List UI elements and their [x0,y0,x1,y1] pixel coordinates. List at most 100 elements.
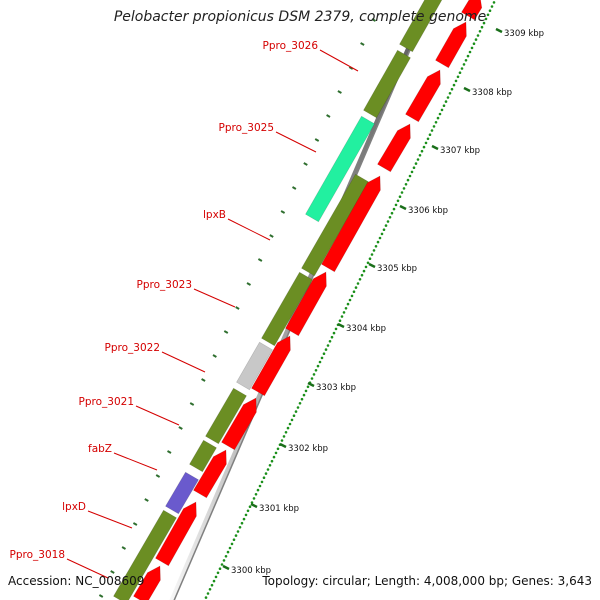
forward-gene-bar [261,271,313,347]
scale-dot [298,402,302,405]
strand-tick-mark [314,138,320,142]
scale-dot [396,199,400,203]
gene-label: fabZ [88,443,112,455]
scale-dot [378,236,382,240]
strand-tick-mark [98,594,104,598]
gene-label: Ppro_3022 [105,342,160,354]
scale-dot [352,290,356,294]
scale-dot [294,410,298,413]
gene-label: Ppro_3023 [137,279,192,291]
reverse-gene-arrow [285,271,327,337]
scale-dot [318,360,322,364]
scale-dot [258,484,262,488]
gene-label: Ppro_3021 [79,396,134,408]
scale-dot [410,170,414,174]
scale-dot [218,567,222,570]
scale-dot [402,187,406,190]
reverse-gene-arrow [321,175,381,273]
gene-label-layer: Ppro_3026 Ppro_3025 lpxB Ppro_3023 Ppro_3022… [10,40,319,561]
strand-tick-mark [132,522,138,526]
scale-major-tick [337,322,345,329]
scale-dot [394,203,398,207]
reverse-gene-arrow [405,69,441,123]
scale-dot [260,480,264,484]
label-leader-layer [66,49,359,579]
scale-dot [346,302,350,306]
scale-dot [470,46,474,50]
scale-dot [224,555,228,558]
strand-tick-mark [201,378,206,382]
scale-dot [266,468,270,471]
reverse-gene-arrow [193,449,227,499]
strand-tick-mark [257,258,263,262]
scale-dot [328,340,332,343]
scale-dot [472,42,476,45]
scale-dot [414,162,418,165]
scale-dot [244,513,248,517]
strand-tick-mark [371,18,376,22]
scale-dot [440,108,444,112]
scale-dot [210,583,214,587]
scale-dot [272,455,276,459]
scale-dot [416,158,420,161]
scale-label: 3301 kbp [259,504,299,514]
gene-label: lpxD [62,501,86,513]
scale-dot [332,331,336,335]
scale-label: 3305 kbp [377,264,417,274]
scale-dot [462,63,466,66]
scale-dot [430,129,434,132]
scale-dot [456,75,460,79]
gene-label-leader [66,558,109,579]
gene-label-leader [193,288,236,308]
scale-dot [448,92,452,95]
scale-dot [206,592,210,595]
scale-dot [220,563,224,566]
strand-tick-mark [337,90,342,94]
reverse-gene-arrow [435,21,467,69]
scale-dot [238,526,242,529]
scale-dot [288,422,292,426]
scale-dot [450,87,454,91]
reverse-strand-layer [133,0,483,600]
gene-label-leader [275,131,317,153]
scale-dot [492,1,496,4]
scale-dot [302,393,306,397]
forward-gene-bar [363,49,411,119]
scale-major-tick [495,27,503,34]
scale-dot [338,319,342,323]
scale-dot [490,5,494,8]
scale-major-tick [250,502,258,509]
scale-dot [398,195,402,198]
scale-dot [228,546,232,550]
scale-dot [242,517,246,521]
accession-text: Accession: NC_008609 [8,574,145,588]
scale-dot [368,257,372,261]
scale-dot [486,13,490,17]
scale-dot [420,149,424,153]
scale-dot [342,311,346,314]
scale-dot [254,493,258,496]
scale-label: 3300 kbp [231,566,271,576]
scale-dot [226,550,230,554]
strand-tick-mark [291,186,297,190]
scale-dot [422,145,426,149]
scale-dot [380,232,384,236]
scale-dot [290,418,294,422]
scale-dot [434,121,438,124]
scale-dot [208,588,212,591]
scale-major-tick [279,442,287,449]
scale-dot [428,133,432,136]
strand-tick-mark [235,306,240,310]
strand-tick-mark [269,234,274,238]
scale-dot [348,298,352,302]
scale-dot [466,54,470,58]
scale-layer: 3309 kbp 3308 kbp 3307 kbp 3306 kbp 3305 kbp… [222,27,544,576]
scale-dot [406,178,410,182]
scale-dot [252,497,256,500]
reverse-gene-arrow [377,123,411,173]
strand-tick-mark [178,426,183,430]
scale-dot [340,315,344,318]
scale-dot [460,67,464,70]
scale-dot [268,464,272,467]
